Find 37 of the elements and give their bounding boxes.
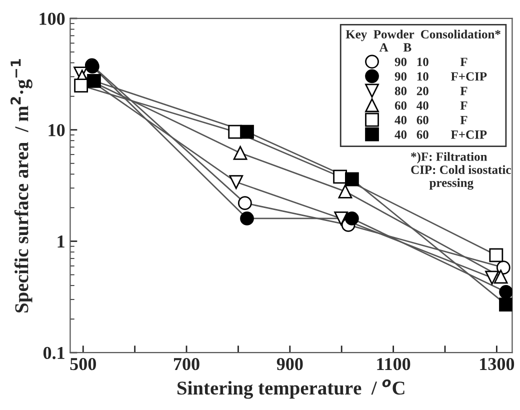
point (499, 298, 512, 312)
point (496, 260, 510, 275)
point (240, 212, 254, 226)
point (494, 270, 508, 284)
legend-label: 40 60 F+CIP (394, 130, 487, 139)
legend-label: 60 40 F (394, 101, 468, 110)
legend-label: 90 10 F+CIP (394, 72, 487, 81)
point (87, 74, 101, 88)
x-tick-label: 1300 (480, 358, 514, 370)
point (489, 248, 504, 262)
x-tick-label: 1100 (377, 358, 410, 370)
x-tick-label: 900 (276, 358, 303, 370)
point (333, 170, 347, 184)
point (345, 172, 359, 186)
point (233, 146, 248, 160)
point (345, 212, 359, 226)
point (499, 285, 512, 299)
annotation: *)F: Filtration CIP: Cold isostatic pressing (411, 152, 511, 190)
point (240, 124, 254, 139)
legend-label: 40 60 F (394, 116, 468, 124)
y-tick-label: 100 (40, 12, 65, 25)
y-tick-label: 0.1 (43, 346, 64, 360)
point (338, 184, 352, 198)
point (485, 270, 499, 285)
x-tick-label: 700 (174, 358, 200, 370)
point (74, 78, 88, 92)
y-tick-label: 10 (48, 124, 65, 136)
x-axis-title: Sintering temperature / $^{o}$C (178, 379, 404, 399)
legend-title: Key Powder Consolidation* A B (346, 30, 500, 52)
x-tick-label: 500 (70, 358, 96, 370)
legend-label: 80 20 F (394, 86, 468, 96)
legend-label: 90 10 F (394, 58, 468, 66)
y-axis-title: Specific surface area / m$^{2}$·g$^{−1}$ (10, 59, 32, 312)
y-tick-label: 1 (58, 236, 64, 248)
point (229, 175, 244, 189)
point (334, 212, 348, 226)
point (238, 196, 252, 210)
